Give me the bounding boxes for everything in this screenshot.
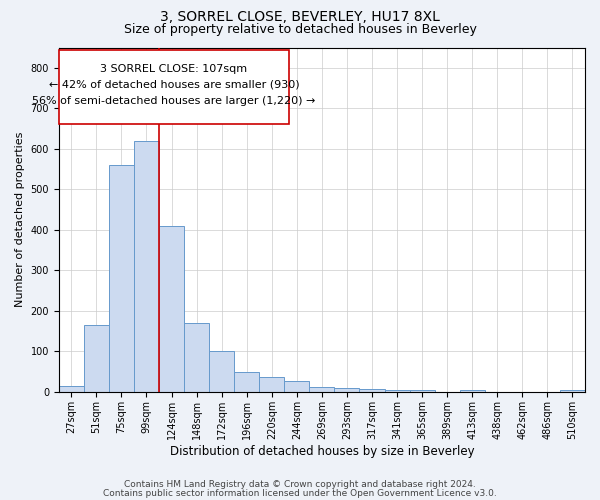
Bar [159,226,184,392]
Bar [385,390,410,392]
Bar [460,390,485,392]
Bar [560,390,585,392]
Bar [234,372,259,392]
Bar [310,387,334,392]
Bar [209,352,234,392]
Y-axis label: Number of detached properties: Number of detached properties [15,132,25,308]
Bar [259,377,284,392]
Bar [184,323,209,392]
Text: 3, SORREL CLOSE, BEVERLEY, HU17 8XL: 3, SORREL CLOSE, BEVERLEY, HU17 8XL [160,10,440,24]
Text: 56% of semi-detached houses are larger (1,220) →: 56% of semi-detached houses are larger (… [32,96,316,106]
Bar [109,165,134,392]
Bar [59,386,84,392]
Text: Contains HM Land Registry data © Crown copyright and database right 2024.: Contains HM Land Registry data © Crown c… [124,480,476,489]
Text: Contains public sector information licensed under the Open Government Licence v3: Contains public sector information licen… [103,488,497,498]
X-axis label: Distribution of detached houses by size in Beverley: Distribution of detached houses by size … [170,444,474,458]
Bar [284,380,310,392]
FancyBboxPatch shape [59,50,289,124]
Bar [84,325,109,392]
Bar [359,389,385,392]
Bar [410,390,434,392]
Text: Size of property relative to detached houses in Beverley: Size of property relative to detached ho… [124,22,476,36]
Bar [334,388,359,392]
Text: ← 42% of detached houses are smaller (930): ← 42% of detached houses are smaller (93… [49,80,299,90]
Bar [134,140,159,392]
Text: 3 SORREL CLOSE: 107sqm: 3 SORREL CLOSE: 107sqm [100,64,248,74]
